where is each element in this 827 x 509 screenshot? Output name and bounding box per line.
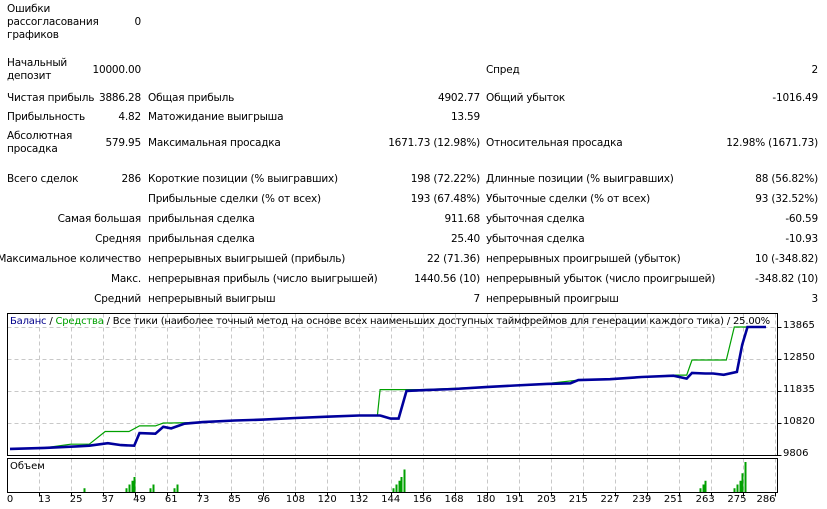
x-tick-label: 215	[568, 494, 588, 505]
stat-label: непрерывный убыток (число проигрышей)	[486, 272, 716, 285]
x-tick-label: 37	[101, 494, 115, 505]
y-tick-label: 9806	[783, 448, 809, 459]
stat-label: Убыточные сделки (% от всех)	[486, 192, 650, 205]
stat-label: непрерывных выигрышей (прибыль)	[148, 252, 346, 265]
stat-label: Общий убыток	[486, 91, 566, 104]
stat-label: убыточная сделка	[486, 212, 585, 225]
stat-label: Общая прибыль	[148, 91, 235, 104]
stat-value: -10.93	[785, 232, 818, 245]
x-tick-label: 96	[257, 494, 271, 505]
stat-value: 3	[811, 292, 819, 305]
x-tick-label: 251	[663, 494, 684, 505]
stat-label: Начальный депозит	[7, 57, 68, 82]
stat-value: 1671.73 (12.98%)	[388, 136, 480, 149]
x-tick-label: 132	[349, 494, 369, 505]
chart-frames	[7, 313, 782, 497]
x-tick-label: 275	[727, 494, 747, 505]
y-tick-label: 10820	[783, 416, 815, 427]
x-tick-label: 227	[600, 494, 620, 505]
stat-label: Всего сделок	[7, 172, 79, 185]
stat-label: Матожидание выигрыша	[148, 110, 284, 123]
legend-equity: Средства	[55, 316, 104, 327]
stat-label: непрерывный выигрыш	[148, 292, 276, 305]
stat-value: 2	[811, 63, 819, 76]
x-tick-label: 25	[69, 494, 83, 505]
x-tick-label: 203	[537, 494, 557, 505]
chart-legend: Баланс / Средства / Все тики (наиболее т…	[10, 316, 770, 327]
stat-label: Самая большая	[57, 212, 142, 225]
stat-label: Короткие позиции (% выигравших)	[148, 172, 338, 185]
volume-label: Объем	[10, 461, 45, 472]
stat-value: 0	[134, 15, 142, 28]
x-tick-label: 286	[756, 494, 776, 505]
stat-label: прибыльная сделка	[148, 212, 255, 225]
stat-label: Максимальная просадка	[148, 136, 281, 149]
stat-value: 22 (71.36)	[427, 252, 480, 265]
stat-value: 13.59	[450, 110, 480, 123]
stat-value: 4.82	[118, 110, 141, 123]
x-tick-label: 61	[164, 494, 178, 505]
stat-value: 1440.56 (10)	[414, 272, 480, 285]
x-tick-label: 263	[695, 494, 715, 505]
stat-label: непрерывный проигрыш	[486, 292, 619, 305]
stat-label: Прибыльные сделки (% от всех)	[148, 192, 321, 205]
stat-label: Средняя	[95, 232, 141, 245]
stat-label: непрерывных проигрышей (убыток)	[486, 252, 681, 265]
stat-label: Длинные позиции (% выигравших)	[486, 172, 674, 185]
equity-line	[9, 326, 766, 450]
stat-label: Прибыльность	[7, 110, 86, 123]
stat-label: убыточная сделка	[486, 232, 585, 245]
stat-label: Ошибки рассогласования графиков	[7, 2, 99, 41]
x-tick-label: 144	[381, 494, 401, 505]
x-tick-label: 85	[228, 494, 242, 505]
x-tick-label: 239	[632, 494, 652, 505]
stat-value: 12.98% (1671.73)	[726, 136, 818, 149]
volume-bars	[83, 462, 747, 492]
stat-value: -348.82 (10)	[754, 272, 818, 285]
stat-value: 579.95	[105, 136, 141, 149]
stat-label: Относительная просадка	[486, 136, 623, 149]
stat-value: 286	[121, 172, 142, 185]
x-tick-label: 13	[37, 494, 51, 505]
stat-value: 93 (32.52%)	[755, 192, 818, 205]
x-tick-label: 108	[285, 494, 306, 505]
stat-value: -60.59	[785, 212, 818, 225]
x-tick-label: 156	[412, 494, 432, 505]
stat-value: 88 (56.82%)	[755, 172, 818, 185]
y-tick-label: 11835	[783, 384, 815, 395]
stat-value: 10 (-348.82)	[754, 252, 818, 265]
legend-description: / Все тики (наиболее точный метод на осн…	[103, 316, 771, 327]
chart-grid	[7, 313, 778, 493]
stat-label: Максимальное количество	[0, 252, 141, 265]
stat-value: 4902.77	[437, 91, 480, 104]
stat-label: Абсолютная просадка	[7, 130, 73, 155]
x-tick-label: 49	[133, 494, 146, 505]
stat-value: 198 (72.22%)	[410, 172, 480, 185]
x-tick-label: 73	[196, 494, 210, 505]
x-tick-label: 191	[505, 494, 525, 505]
stat-label: прибыльная сделка	[148, 232, 255, 245]
stat-value: 3886.28	[98, 91, 141, 104]
stat-value: 25.40	[450, 232, 480, 245]
stat-label: Спред	[486, 63, 520, 76]
y-tick-label: 13865	[783, 320, 815, 331]
stat-value: 911.68	[444, 212, 480, 225]
stat-label: Средний	[94, 292, 141, 305]
y-tick-label: 12850	[783, 352, 815, 363]
stat-value: -1016.49	[772, 91, 818, 104]
stat-label: непрерывная прибыль (число выигрышей)	[148, 272, 378, 285]
stat-label: Макс.	[111, 272, 141, 285]
balance-line	[9, 325, 766, 451]
legend-separator: /	[46, 316, 56, 327]
x-tick-label: 0	[6, 494, 14, 505]
stat-value: 7	[473, 292, 481, 305]
legend-balance: Баланс	[10, 316, 47, 327]
x-tick-label: 168	[444, 494, 464, 505]
stat-label: Чистая прибыль	[7, 91, 95, 104]
x-tick-label: 120	[317, 494, 337, 505]
x-tick-label: 180	[476, 494, 496, 505]
stat-value: 10000.00	[92, 63, 141, 76]
stat-value: 193 (67.48%)	[410, 192, 480, 205]
